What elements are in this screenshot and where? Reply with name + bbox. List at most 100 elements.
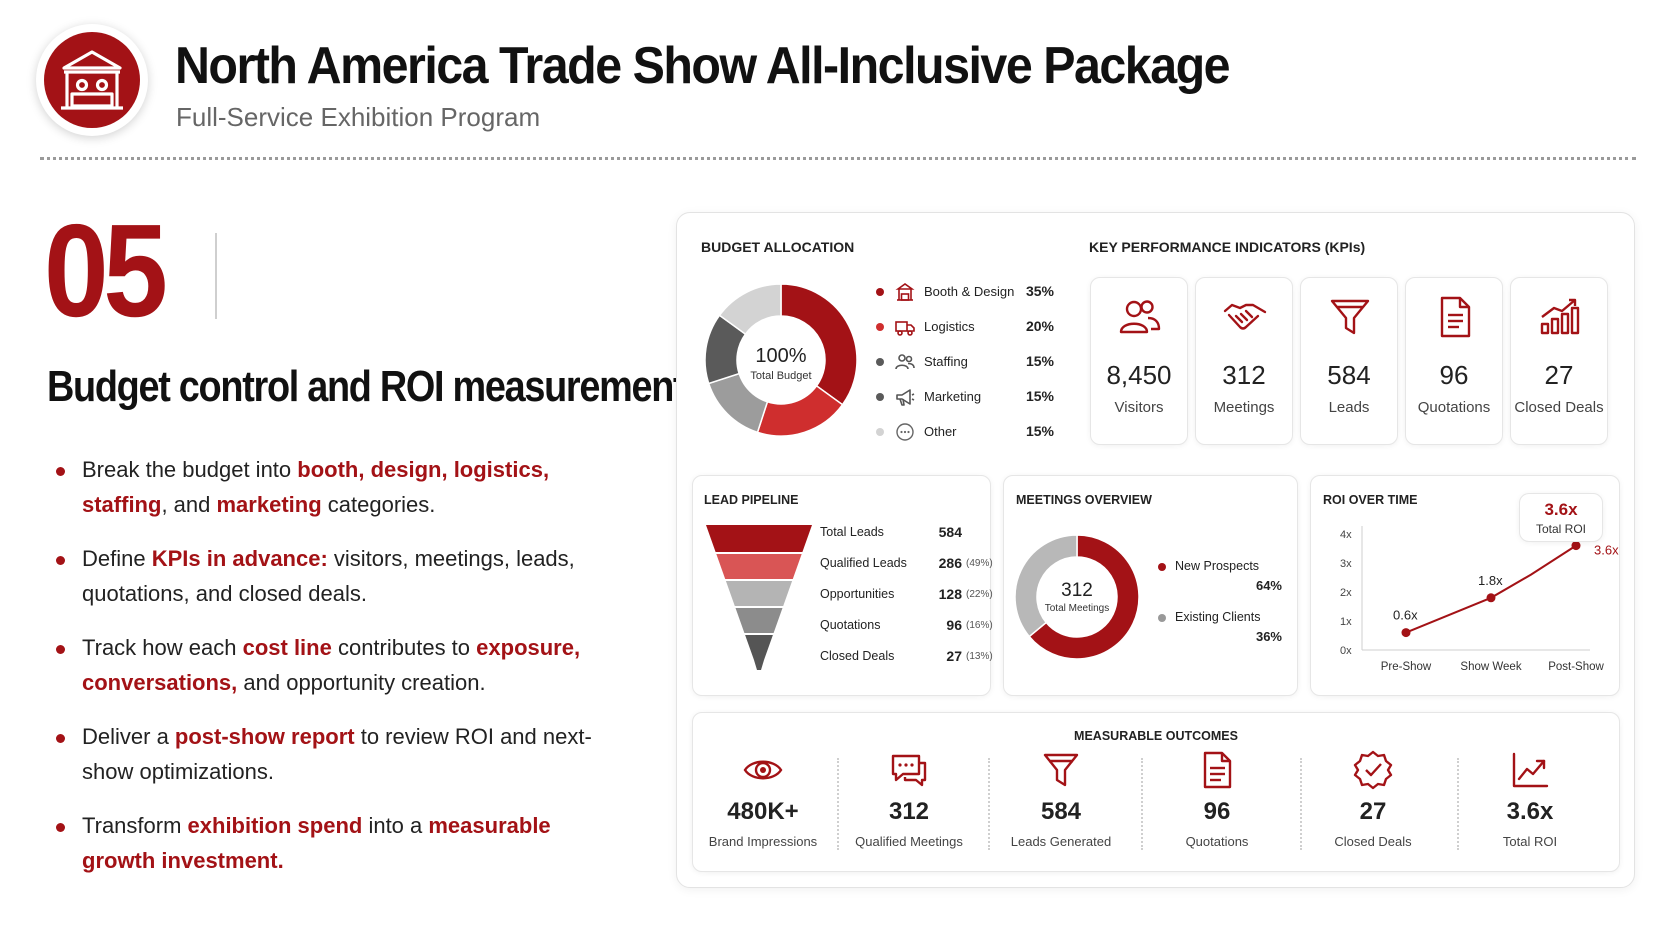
meetings-donut-slice-1 <box>1014 534 1078 638</box>
pipeline-stage-percent: (49%) <box>966 558 993 569</box>
bullet-text: , and <box>161 492 217 517</box>
check-badge-icon <box>1353 750 1393 790</box>
exhibition-booth-icon <box>44 32 140 128</box>
roi-point-label: 0.6x <box>1393 608 1418 623</box>
pipeline-stage-percent: (22%) <box>966 589 993 600</box>
kpi-label-text: Visitors <box>1114 399 1164 416</box>
document-icon <box>1203 751 1232 789</box>
bullet-text: visitors, meetings, leads, quotations, a… <box>82 546 575 606</box>
roi-y-tick-label: 2x <box>1340 587 1352 599</box>
roi-callout: 3.6x Total ROI <box>1519 493 1603 542</box>
megaphone-icon <box>896 389 915 406</box>
meetings-donut-slice-0 <box>1028 534 1140 660</box>
outcome-separator <box>1300 758 1302 850</box>
budget-legend-booth-design: Booth & Design 35% <box>876 281 1054 303</box>
meetings-overview-card <box>1003 475 1298 696</box>
budget-legend-name: Booth & Design <box>924 284 1015 299</box>
funnel-icon <box>1043 753 1079 787</box>
funnel-segment-0 <box>706 525 812 552</box>
bullet-text: to review ROI and next-show optimization… <box>82 724 592 784</box>
kpi-value: 312 <box>1222 360 1266 390</box>
kpi-label-text: Leads <box>1328 399 1370 416</box>
pipeline-stage-percent: (16%) <box>966 620 993 631</box>
roi-point-label: 1.8x <box>1478 573 1503 588</box>
pipeline-stage-name: Qualified Leads <box>820 556 907 570</box>
pipeline-row: Total Leads 584 <box>820 523 980 541</box>
outcome-value: 96 <box>1203 798 1231 825</box>
pipeline-funnel <box>706 525 812 670</box>
measurable-outcomes-card <box>692 712 1620 872</box>
kpi-value: 96 <box>1439 360 1469 390</box>
funnel-tip <box>754 660 764 670</box>
outcome-separator <box>1141 758 1143 850</box>
outcome-label: Quotations <box>1185 834 1249 849</box>
meetings-legend-existing-clients: Existing Clients 36% <box>1158 609 1282 649</box>
trend-up-icon <box>1512 752 1549 788</box>
chat-icon <box>891 754 927 787</box>
meetings-legend-new-prospects: New Prospects 64% <box>1158 558 1282 598</box>
pipeline-stage-name: Opportunities <box>820 587 895 601</box>
budget-total-label: Total Budget <box>750 370 811 382</box>
meetings-total-label: Total Meetings <box>1045 603 1109 614</box>
budget-legend-percent: 15% <box>1025 388 1054 404</box>
bullet-list: Break the budget into booth, design, log… <box>55 452 615 897</box>
section-divider <box>215 233 217 319</box>
pipeline-stage-value: 286 <box>938 555 962 571</box>
budget-legend-percent: 15% <box>1025 353 1054 369</box>
bullet-highlight: measurable growth investment. <box>82 813 551 873</box>
budget-legend-marketing: Marketing 15% <box>876 386 1054 408</box>
kpi-label-text: Quotations <box>1417 399 1491 416</box>
bullet-highlight: booth, design, logistics, <box>297 457 550 482</box>
pipeline-stage-value: 128 <box>938 586 962 602</box>
funnel-segment-2 <box>725 581 793 606</box>
page-title: North America Trade Show All-Inclusive P… <box>175 37 1231 95</box>
budget-donut-slice-4 <box>718 283 782 336</box>
document-icon <box>1440 296 1471 338</box>
outcome-value: 27 <box>1359 798 1387 825</box>
bullet-text: Break the budget into <box>82 457 298 482</box>
bullet-highlight: KPIs in advance: <box>151 546 328 571</box>
roi-y-tick-label: 1x <box>1340 616 1352 628</box>
meetings-overview-label: MEETINGS OVERVIEW <box>1016 493 1152 507</box>
outcome-label: Total ROI <box>1502 834 1558 849</box>
truck-icon <box>895 321 915 336</box>
kpi-card-visitors: 8,450 Visitors <box>1090 277 1188 445</box>
pipeline-stage-percent: (13%) <box>966 651 993 662</box>
kpi-card-meetings: 312 Meetings <box>1195 277 1293 445</box>
budget-legend-percent: 35% <box>1025 283 1054 299</box>
booth-icon <box>895 283 915 301</box>
outcome-leads-generated: 584 Leads Generated <box>986 750 1136 860</box>
bullet-text: Define <box>82 546 152 571</box>
roi-line-chart: 0x 1x 2x 3x 4x Pre-Show Show Week Post-Show 0.6x… <box>1340 526 1619 673</box>
roi-callout-label: Total ROI <box>1535 522 1586 536</box>
people-icon <box>895 354 915 370</box>
outcome-separator <box>837 758 839 850</box>
roi-callout-value: 3.6x <box>1544 500 1578 519</box>
meetings-legend-percent: 36% <box>1255 629 1282 644</box>
outcome-label: Closed Deals <box>1334 834 1412 849</box>
header-divider <box>40 157 1636 160</box>
funnel-segment-1 <box>716 554 802 579</box>
outcome-brand-impressions: 480K+ Brand Impressions <box>688 750 838 860</box>
meetings-legend-name: Existing Clients <box>1175 610 1261 624</box>
funnel-segment-4 <box>745 635 773 660</box>
budget-legend-name: Marketing <box>924 389 982 404</box>
bullet-item: Track how each cost line contributes to … <box>55 630 615 700</box>
outcome-total-roi: 3.6x Total ROI <box>1455 750 1605 860</box>
meetings-legend-percent: 64% <box>1255 578 1282 593</box>
bullet-highlight: cost line <box>242 635 332 660</box>
outcome-closed-deals: 27 Closed Deals <box>1298 750 1448 860</box>
bullet-item: Deliver a post-show report to review ROI… <box>55 719 615 789</box>
outcome-value: 480K+ <box>727 798 799 825</box>
bullet-highlight: exhibition spend <box>187 813 363 838</box>
kpi-value: 8,450 <box>1106 360 1172 390</box>
kpi-value: 584 <box>1327 360 1371 390</box>
kpi-card-leads: 584 Leads <box>1300 277 1398 445</box>
bullet-highlight: exposure, conversations, <box>82 635 581 695</box>
roi-point-label: 3.6x <box>1594 543 1619 558</box>
bullet-item: Define KPIs in advance: visitors, meetin… <box>55 541 615 611</box>
outcome-label: Brand Impressions <box>708 834 818 849</box>
section-number: 05 <box>44 197 168 344</box>
eye-icon <box>743 760 783 780</box>
meetings-total-value: 312 <box>1061 580 1093 601</box>
